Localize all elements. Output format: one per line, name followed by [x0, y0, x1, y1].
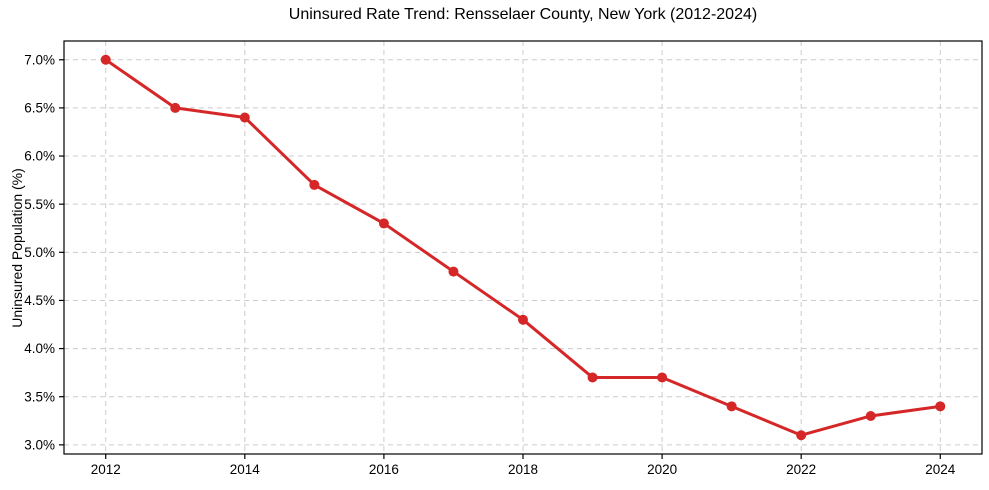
y-tick-label: 3.5%: [24, 389, 55, 404]
y-tick-label: 5.0%: [24, 245, 55, 260]
y-tick-label: 6.5%: [24, 100, 55, 115]
y-tick-label: 4.5%: [24, 293, 55, 308]
data-point: [239, 112, 250, 123]
y-tick-label: 6.0%: [24, 149, 55, 164]
x-tick-label: 2012: [91, 462, 121, 477]
x-tick-label: 2016: [369, 462, 399, 477]
y-tick-label: 5.5%: [24, 197, 55, 212]
y-tick-label: 7.0%: [24, 52, 55, 67]
x-tick-label: 2020: [647, 462, 677, 477]
x-tick-label: 2024: [925, 462, 956, 477]
data-point: [865, 410, 876, 421]
data-point: [796, 430, 807, 441]
y-tick-label: 4.0%: [24, 341, 55, 356]
data-point: [448, 266, 459, 277]
data-point: [100, 54, 111, 65]
data-point: [935, 401, 946, 412]
x-tick-label: 2014: [230, 462, 261, 477]
data-point: [170, 102, 181, 113]
data-point: [518, 314, 528, 325]
data-point: [657, 372, 668, 383]
y-tick-label: 3.0%: [24, 437, 55, 452]
data-point: [726, 401, 737, 412]
data-point: [378, 218, 389, 229]
chart-title: Uninsured Rate Trend: Rensselaer County,…: [288, 6, 758, 23]
data-point: [587, 372, 598, 383]
data-point: [309, 179, 320, 190]
x-tick-label: 2022: [786, 462, 816, 477]
x-tick-label: 2018: [508, 462, 538, 477]
